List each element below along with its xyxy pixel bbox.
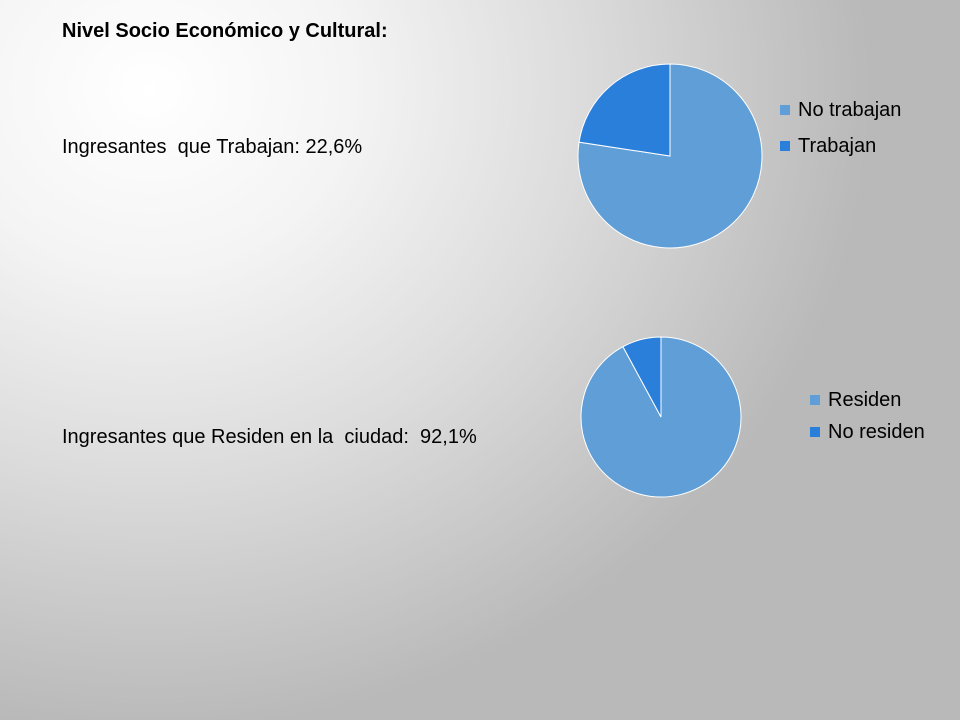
legend-item-trabajan: Trabajan [780,134,910,158]
pie-slice-no-residen [622,336,662,418]
legend-swatch [780,141,790,151]
pie-slice-trabajan [578,63,671,157]
legend-label: Residen [828,389,902,411]
stat-residen-text: Ingresantes que Residen en la ciudad: 92… [62,426,477,448]
pie-chart-trabajo [577,63,763,249]
legend-label: Trabajan [798,135,877,157]
legend-item-residen: Residen [810,388,960,412]
legend-item-no-residen: No residen [810,420,960,444]
pie-chart-residencia [580,336,742,498]
legend-trabajo: No trabajan Trabajan [780,98,910,170]
legend-label: No trabajan [798,99,902,121]
legend-residencia: Residen No residen [810,388,960,452]
page-title: Nivel Socio Económico y Cultural: [62,20,388,42]
legend-swatch [810,395,820,405]
legend-swatch [780,105,790,115]
legend-item-no-trabajan: No trabajan [780,98,910,122]
legend-label: No residen [828,421,925,443]
legend-swatch [810,427,820,437]
stat-trabajan-text: Ingresantes que Trabajan: 22,6% [62,136,363,158]
